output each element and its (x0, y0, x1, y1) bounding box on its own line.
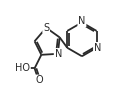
Text: N: N (55, 49, 62, 59)
Text: N: N (94, 43, 101, 53)
Text: HO: HO (15, 63, 30, 73)
Text: S: S (43, 23, 49, 33)
Text: O: O (35, 75, 43, 85)
Text: N: N (78, 16, 86, 26)
